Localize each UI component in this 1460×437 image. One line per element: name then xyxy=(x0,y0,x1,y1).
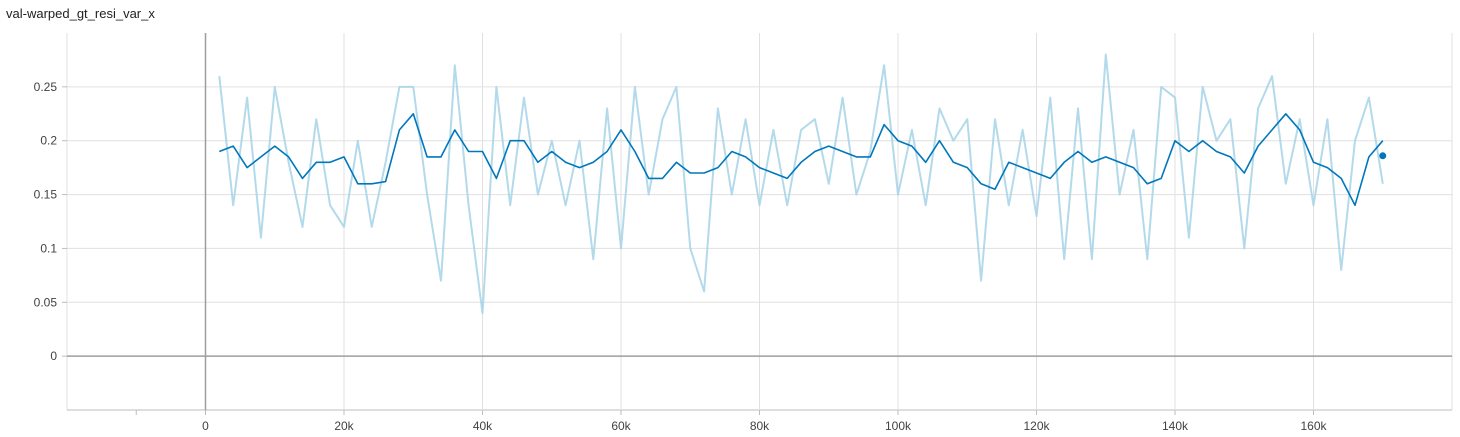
smoothed-series-line xyxy=(219,113,1384,207)
x-tick-label: 60k xyxy=(611,419,631,433)
raw-series-line xyxy=(218,53,1384,315)
y-tick-label: 0.05 xyxy=(34,295,58,309)
x-tick-label: 20k xyxy=(334,419,354,433)
chart-title: val-warped_gt_resi_var_x xyxy=(6,6,155,21)
y-tick-label: 0.2 xyxy=(40,134,57,148)
y-tick-label: 0.25 xyxy=(34,80,58,94)
tick-labels: 0 20k 40k 60k 80k 100k 120k 140k 160k 0 0.05 0.1 0.1… xyxy=(34,80,1328,433)
y-tick-label: 0.15 xyxy=(34,188,58,202)
x-tick-label: 80k xyxy=(750,419,770,433)
axes xyxy=(62,33,1452,415)
x-tick-label: 100k xyxy=(885,419,912,433)
y-tick-label: 0.1 xyxy=(40,241,57,255)
y-tick-label: 0 xyxy=(50,349,57,363)
last-point-marker xyxy=(1379,152,1387,160)
x-tick-label: 120k xyxy=(1023,419,1050,433)
series xyxy=(218,53,1387,315)
x-tick-label: 0 xyxy=(202,419,209,433)
x-tick-label: 160k xyxy=(1300,419,1327,433)
x-tick-label: 40k xyxy=(473,419,493,433)
x-tick-label: 140k xyxy=(1162,419,1189,433)
